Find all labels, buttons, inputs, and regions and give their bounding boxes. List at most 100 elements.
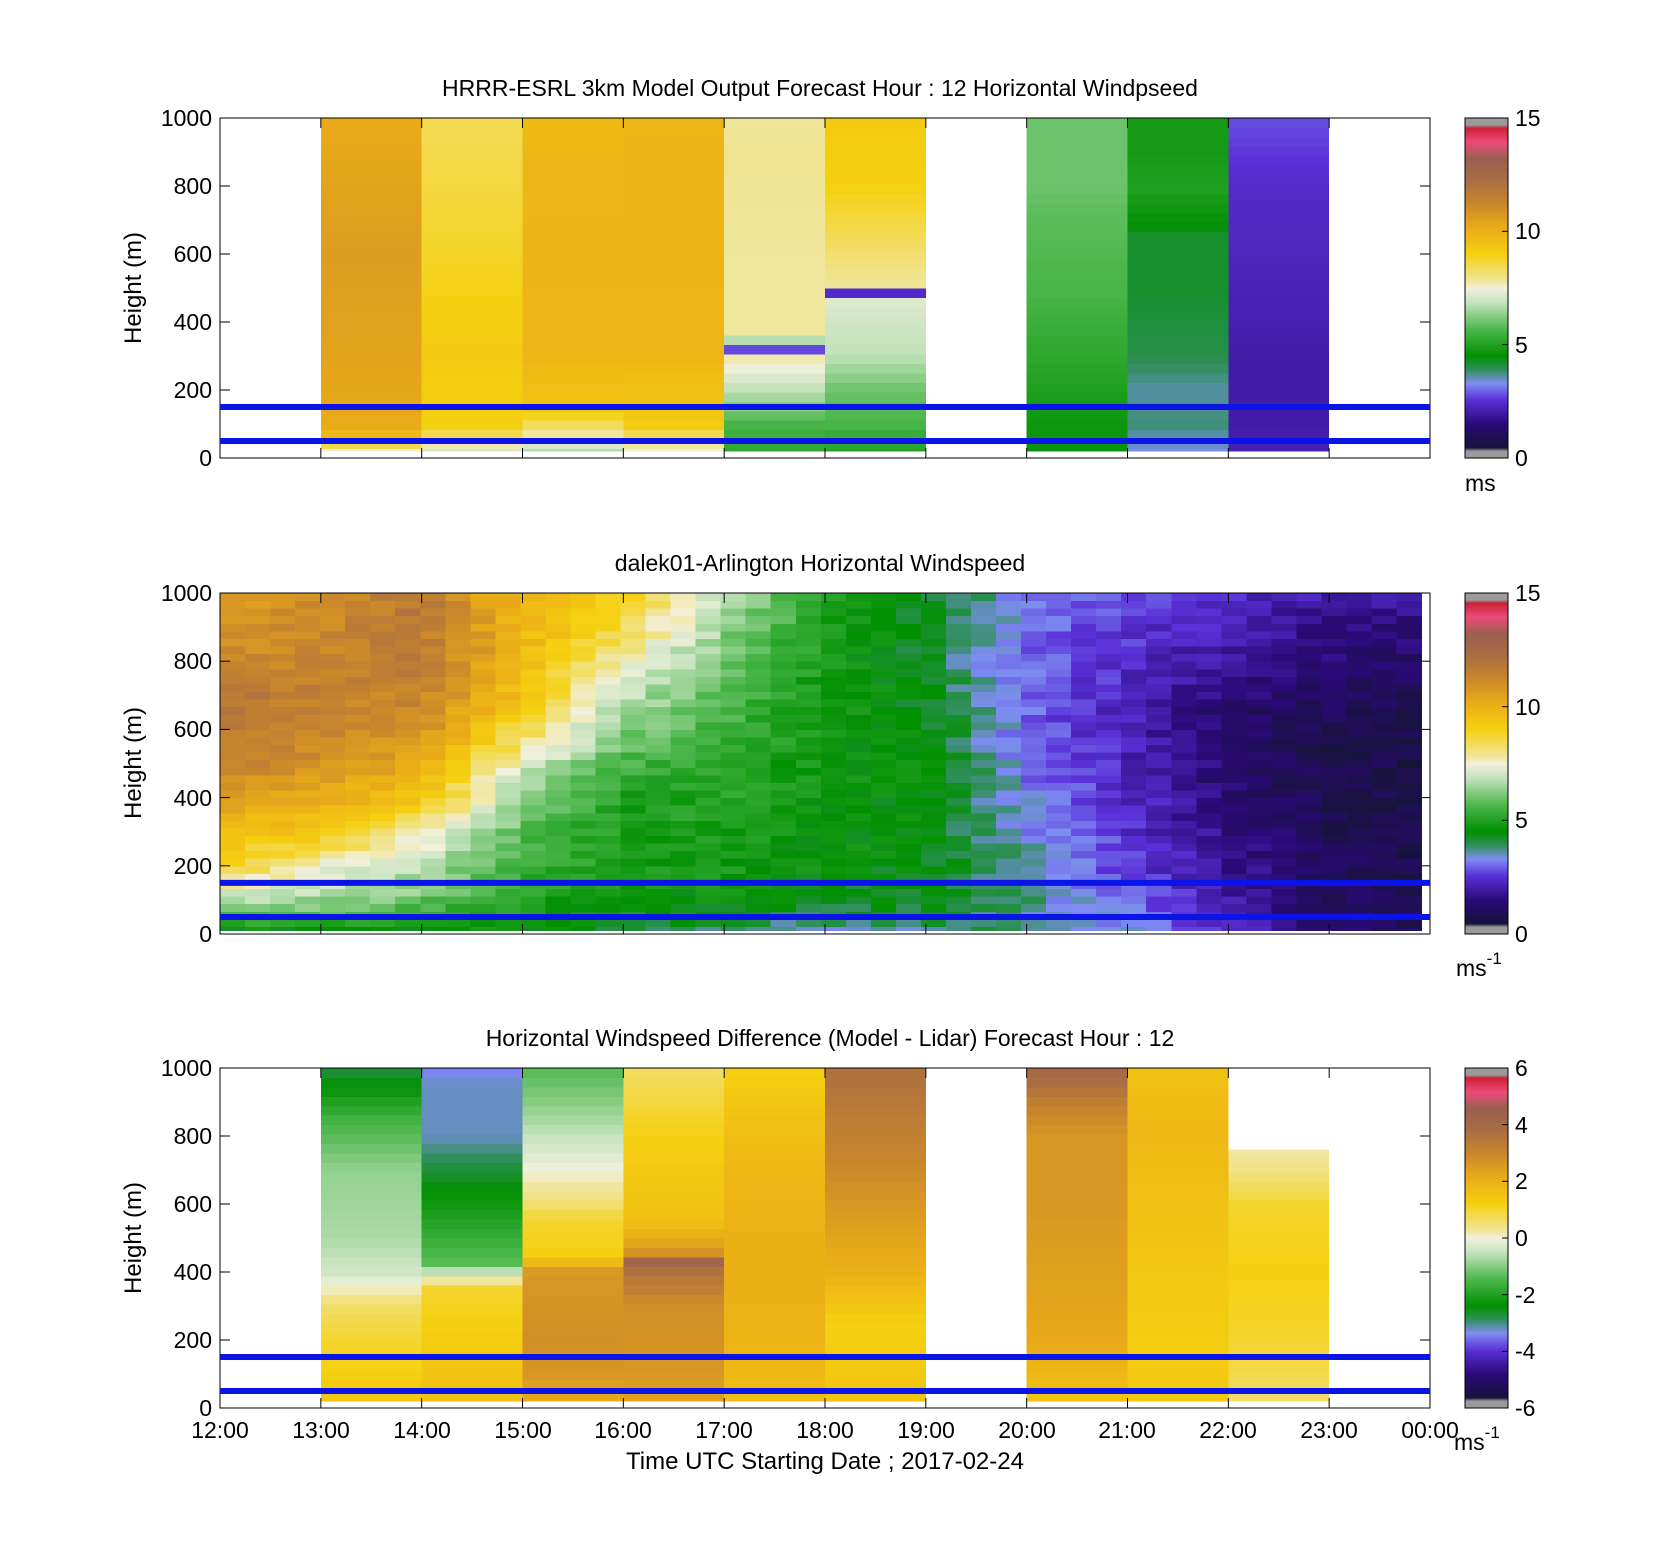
heatmap-cell xyxy=(470,699,496,708)
heatmap-cell xyxy=(270,812,296,821)
heatmap-cell xyxy=(1321,858,1347,867)
heatmap-cell xyxy=(595,683,622,693)
heatmap-cell xyxy=(295,752,321,761)
heatmap-cell xyxy=(1026,1068,1128,1078)
heatmap-cell xyxy=(220,653,246,662)
heatmap-cell xyxy=(1046,676,1072,685)
heatmap-cell xyxy=(695,918,722,927)
heatmap-cell xyxy=(945,668,972,677)
heatmap-cell xyxy=(1271,653,1297,662)
heatmap-cell xyxy=(724,439,825,450)
heatmap-cell xyxy=(795,683,822,693)
heatmap-cell xyxy=(495,744,521,753)
heatmap-cell xyxy=(1221,676,1247,685)
heatmap-cell xyxy=(245,926,271,932)
heatmap-cell xyxy=(825,1086,926,1097)
heatmap-cell xyxy=(245,661,271,670)
heatmap-cell xyxy=(620,827,647,836)
heatmap-cell xyxy=(996,676,1022,685)
heatmap-cell xyxy=(1071,827,1097,836)
heatmap-cell xyxy=(1321,615,1347,624)
heatmap-cell xyxy=(420,873,446,882)
heatmap-cell xyxy=(1228,1370,1330,1381)
heatmap-cell xyxy=(421,410,523,421)
heatmap-cell xyxy=(971,668,997,677)
heatmap-cell xyxy=(220,835,246,844)
heatmap-cell xyxy=(770,774,797,783)
heatmap-cell xyxy=(745,782,772,791)
heatmap-cell xyxy=(945,661,972,670)
heatmap-cell xyxy=(825,1304,926,1315)
heatmap-cell xyxy=(1228,155,1330,166)
heatmap-cell xyxy=(1026,354,1128,365)
heatmap-cell xyxy=(1196,918,1222,927)
heatmap-cell xyxy=(1026,1389,1128,1400)
heatmap-cell xyxy=(1271,593,1297,602)
heatmap-cell xyxy=(1271,661,1297,670)
heatmap-cell xyxy=(1221,865,1247,874)
heatmap-cell xyxy=(270,646,296,655)
heatmap-cell xyxy=(395,699,421,708)
heatmap-cell xyxy=(1127,1219,1229,1230)
heatmap-cell xyxy=(420,782,446,791)
heatmap-cell xyxy=(670,661,697,670)
panel-lidar-y-label: Height (m) xyxy=(120,707,147,819)
heatmap-cell xyxy=(820,646,847,655)
heatmap-cell xyxy=(295,896,321,905)
heatmap-cell xyxy=(395,820,421,829)
heatmap-cell xyxy=(1026,1105,1128,1116)
heatmap-cell xyxy=(320,1171,422,1182)
heatmap-cell xyxy=(1071,774,1097,783)
heatmap-cell xyxy=(245,903,271,912)
heatmap-cell xyxy=(845,714,872,723)
heatmap-cell xyxy=(623,1323,725,1333)
heatmap-cell xyxy=(570,714,596,723)
heatmap-cell xyxy=(971,865,997,874)
heatmap-cell xyxy=(1396,721,1423,730)
heatmap-cell xyxy=(1026,1190,1128,1201)
heatmap-cell xyxy=(1228,1238,1330,1248)
heatmap-cell xyxy=(1121,759,1147,768)
heatmap-cell xyxy=(645,759,672,768)
heatmap-cell xyxy=(645,797,672,806)
heatmap-cell xyxy=(345,827,371,836)
heatmap-cell xyxy=(370,714,396,723)
heatmap-cell xyxy=(720,691,747,700)
heatmap-cell xyxy=(445,767,471,776)
heatmap-cell xyxy=(470,903,496,912)
heatmap-cell xyxy=(545,812,571,821)
heatmap-cell xyxy=(720,706,747,715)
heatmap-cell xyxy=(1121,668,1147,677)
panel-difference-x-axis: 12:00 13:00 14:00 15:00 16:00 17:00 18:0… xyxy=(191,1417,1459,1443)
panel-difference-title: Horizontal Windspeed Difference (Model -… xyxy=(486,1025,1175,1051)
heatmap-cell xyxy=(245,858,271,867)
heatmap-cell xyxy=(820,676,847,685)
heatmap-cell xyxy=(945,888,972,897)
heatmap-cell xyxy=(1127,203,1229,213)
heatmap-cell xyxy=(1296,646,1322,655)
x-tick-label: 18:00 xyxy=(796,1417,854,1443)
heatmap-cell xyxy=(270,873,296,882)
heatmap-cell xyxy=(1196,653,1222,662)
heatmap-cell xyxy=(1171,623,1197,632)
heatmap-cell xyxy=(745,918,772,927)
heatmap-cell xyxy=(820,683,847,693)
heatmap-cell xyxy=(1346,850,1373,859)
heatmap-cell xyxy=(745,896,772,905)
heatmap-cell xyxy=(971,812,997,821)
heatmap-cell xyxy=(295,820,321,829)
heatmap-cell xyxy=(645,630,672,639)
heatmap-cell xyxy=(971,797,997,806)
heatmap-cell xyxy=(920,782,947,791)
heatmap-cell xyxy=(270,926,296,932)
heatmap-cell xyxy=(345,615,371,624)
heatmap-cell xyxy=(421,193,523,204)
heatmap-cell xyxy=(370,759,396,768)
heatmap-cell xyxy=(620,812,647,821)
heatmap-cell xyxy=(1127,448,1229,452)
heatmap-cell xyxy=(845,805,872,814)
heatmap-cell xyxy=(795,835,822,844)
heatmap-cell xyxy=(395,896,421,905)
heatmap-cell xyxy=(1171,858,1197,867)
heatmap-cell xyxy=(345,676,371,685)
